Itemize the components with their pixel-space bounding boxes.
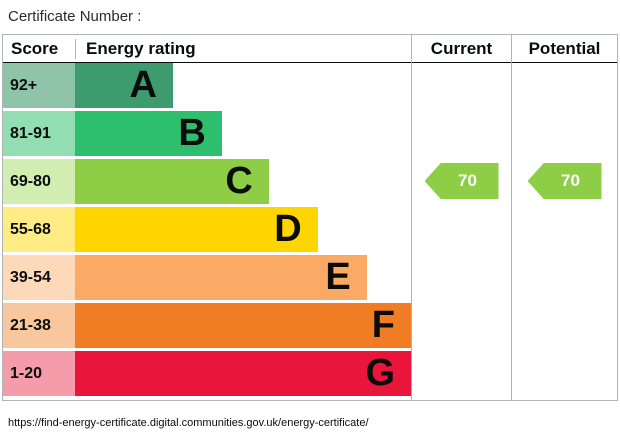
rating-bar-g: G	[75, 351, 411, 396]
score-band-cell: 21-38	[3, 303, 75, 348]
current-arrow-area: 70	[412, 63, 511, 400]
potential-arrow-area: 70	[512, 63, 617, 400]
score-band-cell: 69-80	[3, 159, 75, 204]
energy-rating-column-header: Energy rating	[75, 38, 411, 59]
potential-rating-arrow: 70	[527, 163, 602, 199]
band-row-f: 21-38 F	[3, 303, 411, 348]
rating-bar-b: B	[75, 111, 222, 156]
energy-rating-chart: Score Energy rating 92+ A 81-91 B 69-80 …	[2, 34, 618, 401]
band-row-e: 39-54 E	[3, 255, 411, 300]
score-band-cell: 92+	[3, 63, 75, 108]
score-rating-column: Score Energy rating 92+ A 81-91 B 69-80 …	[3, 35, 411, 400]
footer-url: https://find-energy-certificate.digital.…	[8, 417, 369, 429]
current-column-header: Current	[412, 35, 511, 63]
rating-bar-f: F	[75, 303, 411, 348]
band-row-c: 69-80 C	[3, 159, 411, 204]
chart-header-left: Score Energy rating	[3, 35, 411, 63]
band-row-a: 92+ A	[3, 63, 411, 108]
score-band-cell: 39-54	[3, 255, 75, 300]
current-column: Current 70	[411, 35, 511, 400]
score-column-header: Score	[11, 38, 59, 58]
rating-bar-a: A	[75, 63, 173, 108]
score-band-cell: 1-20	[3, 351, 75, 396]
band-row-g: 1-20 G	[3, 351, 411, 396]
potential-column-header: Potential	[512, 35, 617, 63]
rating-bar-d: D	[75, 207, 318, 252]
score-band-cell: 55-68	[3, 207, 75, 252]
band-row-b: 81-91 B	[3, 111, 411, 156]
rating-bar-e: E	[75, 255, 367, 300]
potential-column: Potential 70	[511, 35, 617, 400]
rating-bands: 92+ A 81-91 B 69-80 C 55-68 D 39-54	[3, 63, 411, 400]
current-rating-arrow: 70	[424, 163, 499, 199]
band-row-d: 55-68 D	[3, 207, 411, 252]
certificate-number-label: Certificate Number :	[8, 8, 142, 25]
rating-bar-c: C	[75, 159, 269, 204]
score-band-cell: 81-91	[3, 111, 75, 156]
